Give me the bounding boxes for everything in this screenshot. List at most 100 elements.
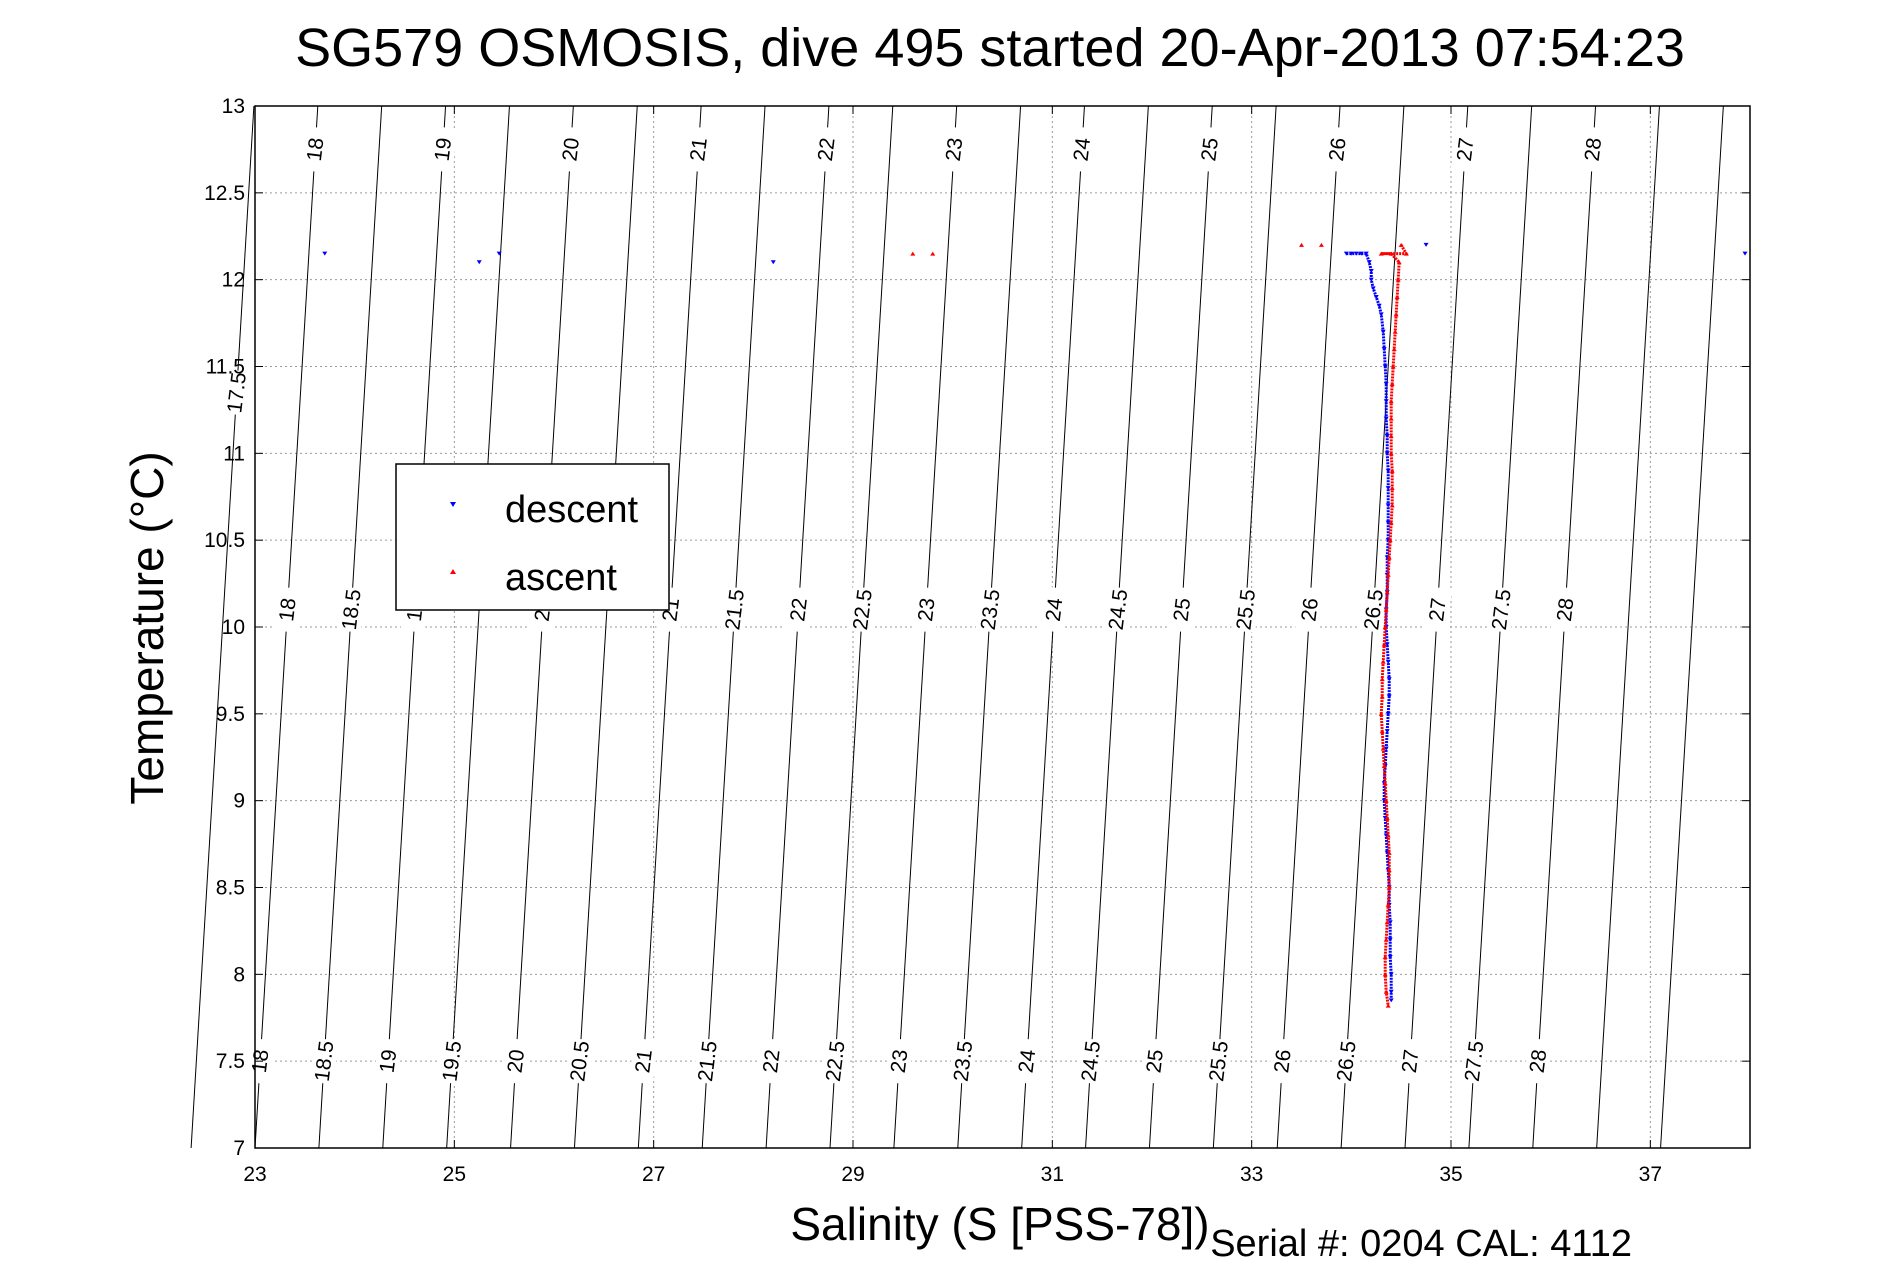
contour-label-text: 27.5: [1461, 1040, 1489, 1083]
series-ascent: [910, 242, 1409, 1008]
contour-label: 17.5: [222, 369, 252, 416]
ascent-point: [930, 251, 936, 256]
density-contour-labels: 17.5 18 19 20 21 22 23 24 25 26 27 28 18 18.5 19 20 21 21…: [222, 126, 1608, 1085]
contour-label-bg: [1231, 586, 1261, 633]
ascent-trace: [1379, 244, 1409, 1006]
x-tick-label: 31: [1041, 1163, 1064, 1186]
contour-label: 27: [1422, 586, 1453, 633]
contour-label: 22: [811, 126, 841, 173]
contour-label: 25.5: [1203, 1037, 1234, 1085]
contour-label-bg: [300, 126, 330, 173]
contour-label-text: 22: [786, 597, 812, 623]
x-tick-label: 27: [642, 1163, 665, 1186]
contour-label-text: 28: [1526, 1048, 1552, 1074]
contour-label-bg: [1167, 586, 1197, 633]
serial-cal-footer: Serial #: 0204 CAL: 4112: [1210, 1223, 1632, 1262]
plot-area: 17.5 18 19 20 21 22 23 24 25 26 27 28 18 18.5 19 20 21 21…: [190, 95, 1751, 1186]
density-contour-line: [1596, 105, 1660, 1149]
contour-label: 19: [373, 1037, 403, 1085]
contour-label-bg: [975, 586, 1005, 633]
contour-label-bg: [565, 1037, 595, 1085]
contour-label: 28: [1523, 1037, 1553, 1085]
contour-label-text: 20: [558, 136, 584, 162]
contour-label-text: 19: [431, 136, 457, 162]
contour-label-bg: [1103, 586, 1133, 633]
contour-label-bg: [1295, 586, 1325, 633]
density-contour-line: [190, 105, 255, 1149]
contour-label: 26: [1295, 586, 1325, 633]
contour-label-bg: [1395, 1037, 1425, 1085]
contour-label: 21: [628, 1037, 659, 1085]
y-tick-label: 10.5: [204, 529, 245, 552]
contour-label-text: 20.5: [566, 1040, 594, 1083]
contour-label-text: 18.5: [338, 588, 366, 631]
legend-ascent-label: ascent: [505, 557, 617, 599]
contour-label-text: 21: [686, 136, 712, 162]
contour-label-text: 27: [1453, 136, 1479, 162]
contour-label-text: 26: [1325, 136, 1351, 162]
contour-label: 26.5: [1331, 1037, 1361, 1085]
contour-label: 23: [939, 126, 969, 173]
contour-label: 26: [1322, 126, 1352, 173]
contour-label-bg: [309, 1037, 339, 1085]
contour-label: 26.5: [1358, 586, 1389, 633]
contour-label-text: 27: [1398, 1048, 1424, 1074]
contour-label-bg: [1550, 586, 1580, 633]
descent-point: [1423, 242, 1429, 247]
contour-label: 27: [1395, 1037, 1425, 1085]
contour-label-bg: [1195, 126, 1225, 173]
contour-label: 24: [1067, 126, 1097, 173]
contour-label-text: 25.5: [1205, 1040, 1233, 1083]
x-tick-label: 25: [443, 1163, 466, 1186]
contour-label-bg: [847, 586, 878, 633]
y-tick-label: 8: [233, 963, 245, 986]
contour-label-text: 24: [1042, 596, 1068, 622]
contour-label-bg: [628, 1037, 659, 1085]
ascent-point: [1318, 242, 1324, 247]
contour-label-bg: [1322, 126, 1352, 173]
contour-label-bg: [1523, 1037, 1553, 1085]
contour-label-bg: [683, 126, 714, 173]
y-tick-label: 9.5: [216, 703, 245, 726]
contour-label-bg: [373, 1037, 403, 1085]
y-tick-label: 7: [233, 1137, 245, 1160]
contour-label-text: 19.5: [438, 1040, 466, 1083]
contour-label: 27.5: [1486, 586, 1516, 633]
y-axis-ticks: 7 7.5 8 8.5 9 9.5 10 10.5 11 11.5 12 12.5 13: [204, 95, 1750, 1160]
contour-label-text: 19: [376, 1048, 402, 1074]
contour-label-text: 22: [759, 1048, 785, 1074]
legend: descent ascent: [395, 463, 670, 611]
contour-label-text: 28: [1581, 136, 1607, 162]
contour-label: 25.5: [1231, 586, 1261, 633]
density-contour-line: [573, 105, 638, 1149]
contour-label-text: 25: [1142, 1048, 1168, 1074]
ascent-point: [1299, 242, 1304, 247]
contour-label: 20.5: [565, 1037, 595, 1085]
chart-title: SG579 OSMOSIS, dive 495 started 20-Apr-2…: [295, 18, 1685, 78]
contour-label: 21.5: [692, 1037, 723, 1085]
contour-label: 25: [1167, 586, 1197, 633]
contour-label-bg: [1039, 586, 1069, 633]
contour-label-bg: [811, 126, 841, 173]
contour-label-text: 23: [914, 597, 940, 623]
contour-label-bg: [884, 1037, 914, 1085]
legend-box: [395, 463, 670, 611]
contour-label: 21: [683, 126, 714, 173]
y-tick-label: 13: [222, 95, 245, 118]
contour-label-text: 23.5: [950, 1040, 978, 1083]
contour-label-bg: [692, 1037, 723, 1085]
contour-label-bg: [820, 1037, 850, 1085]
contour-label: 22: [756, 1037, 786, 1085]
y-tick-label: 11: [223, 442, 245, 465]
y-tick-label: 12.5: [204, 182, 245, 205]
contour-label: 28: [1578, 126, 1608, 173]
contour-label-bg: [1203, 1037, 1234, 1085]
contour-label: 22.5: [820, 1037, 850, 1085]
contour-label: 24.5: [1103, 586, 1133, 633]
contour-label-text: 21.5: [721, 588, 749, 631]
contour-label-text: 22.5: [849, 588, 877, 631]
contour-label-bg: [911, 586, 941, 633]
y-tick-label: 10: [222, 616, 245, 639]
contour-label: 21.5: [720, 586, 750, 633]
